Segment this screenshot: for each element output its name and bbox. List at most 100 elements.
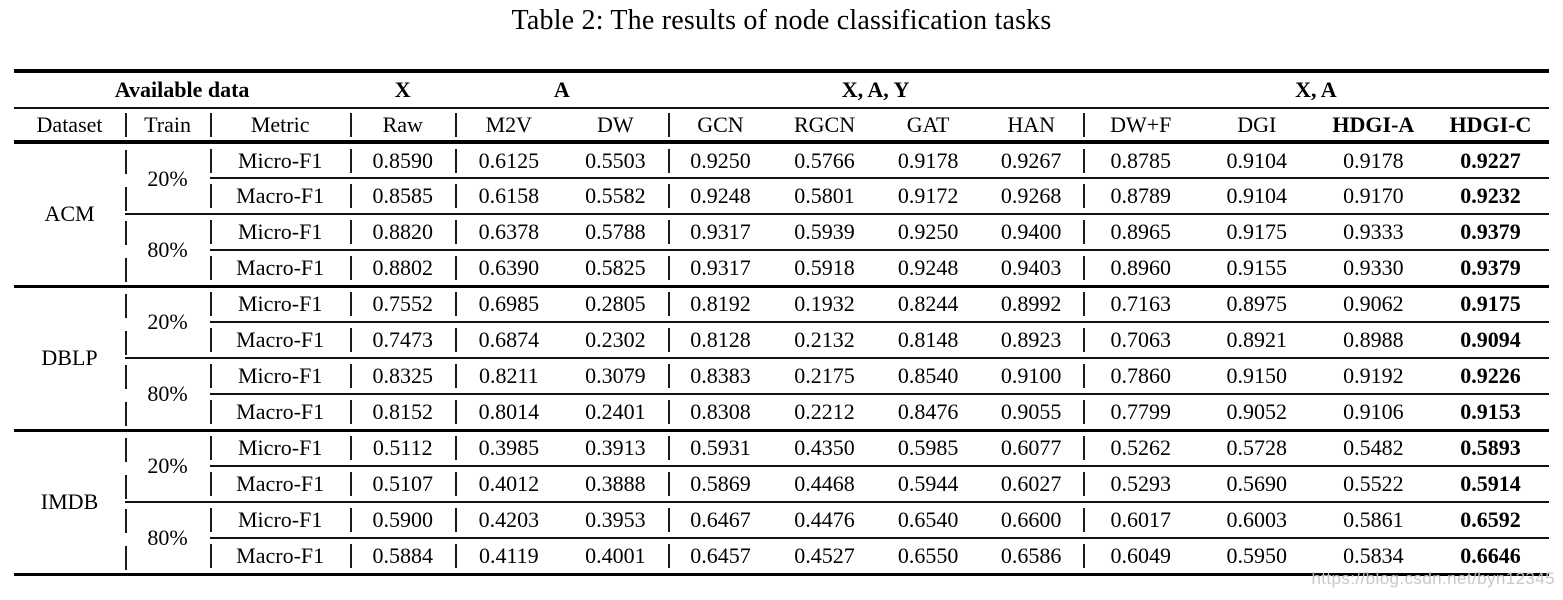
value-cell-gat: 0.9250	[876, 214, 980, 251]
value-cell-rgcn: 0.5918	[772, 250, 877, 288]
value-cell-dw-f: 0.5262	[1082, 430, 1199, 467]
value-cell-gcn: 0.9317	[668, 214, 773, 251]
value-cell-rgcn: 0.2212	[772, 394, 877, 432]
column-header-gat: GAT	[876, 108, 980, 144]
value-cell-dw: 0.3079	[562, 358, 669, 395]
value-cell-gcn: 0.5869	[668, 466, 773, 503]
value-cell-dgi: 0.9052	[1198, 394, 1315, 432]
table-body: ACM 20% Micro-F1 0.8590 0.6125 0.5503 0.9250 0.…	[14, 142, 1549, 576]
value-cell-gcn: 0.8308	[668, 394, 773, 432]
value-cell-han: 0.6586	[979, 538, 1083, 576]
group-header-a: A	[455, 71, 669, 109]
value-cell-dw: 0.2302	[562, 322, 669, 359]
value-cell-rgcn: 0.5766	[772, 142, 877, 179]
column-header-m2v: M2V	[455, 108, 563, 144]
value-cell-gat: 0.8244	[876, 286, 980, 323]
column-header-dgi: DGI	[1198, 108, 1315, 144]
dataset-name-cell: ACM	[14, 142, 126, 288]
value-cell-m2v: 0.4012	[455, 466, 563, 503]
table-row: DBLP 20% Micro-F1 0.7552 0.6985 0.2805 0.8192 0…	[14, 286, 1549, 432]
value-cell-gat: 0.8476	[876, 394, 980, 432]
metric-label-cell: Micro-F1	[210, 502, 351, 539]
value-cell-dw-f: 0.7860	[1082, 358, 1199, 395]
metric-label-cell: Micro-F1	[210, 286, 351, 323]
train-percent-cell: 20%	[125, 142, 211, 215]
value-cell-han: 0.9403	[979, 250, 1083, 288]
table-row: Macro-F1 0.7473 0.6874 0.2302 0.8128 0.2132 0.…	[14, 322, 1549, 359]
group-header-available-data: Available data	[14, 71, 351, 109]
column-header-gcn: GCN	[668, 108, 773, 144]
value-cell-dgi: 0.5690	[1198, 466, 1315, 503]
value-cell-raw: 0.8802	[350, 250, 456, 288]
value-cell-rgcn: 0.5801	[772, 178, 877, 215]
value-cell-hdgi-a: 0.9333	[1314, 214, 1432, 251]
train-percent-cell: 80%	[125, 214, 211, 288]
value-cell-dw-f: 0.7163	[1082, 286, 1199, 323]
value-cell-gcn: 0.8383	[668, 358, 773, 395]
group-header-xay: X, A, Y	[668, 71, 1083, 109]
value-cell-hdgi-c: 0.5914	[1431, 466, 1549, 503]
value-cell-gcn: 0.9317	[668, 250, 773, 288]
value-cell-han: 0.9267	[979, 142, 1083, 179]
value-cell-dw: 0.3888	[562, 466, 669, 503]
table-row: Macro-F1 0.5884 0.4119 0.4001 0.6457 0.4527 0.…	[14, 538, 1549, 576]
value-cell-hdgi-a: 0.9062	[1314, 286, 1432, 323]
value-cell-hdgi-a: 0.8988	[1314, 322, 1432, 359]
value-cell-hdgi-a: 0.9192	[1314, 358, 1432, 395]
metric-label-cell: Macro-F1	[210, 466, 351, 503]
value-cell-hdgi-c: 0.9232	[1431, 178, 1549, 215]
column-header-hdgi-a: HDGI-A	[1314, 108, 1432, 144]
value-cell-gat: 0.6540	[876, 502, 980, 539]
value-cell-hdgi-c: 0.6646	[1431, 538, 1549, 576]
value-cell-dw: 0.3953	[562, 502, 669, 539]
column-header-dataset: Dataset	[14, 108, 126, 144]
dataset-name-cell: IMDB	[14, 430, 126, 576]
value-cell-gcn: 0.6457	[668, 538, 773, 576]
value-cell-hdgi-c: 0.9227	[1431, 142, 1549, 179]
value-cell-dgi: 0.6003	[1198, 502, 1315, 539]
value-cell-han: 0.9055	[979, 394, 1083, 432]
value-cell-rgcn: 0.4468	[772, 466, 877, 503]
value-cell-m2v: 0.6874	[455, 322, 563, 359]
value-cell-dgi: 0.9104	[1198, 142, 1315, 179]
train-percent-cell: 80%	[125, 502, 211, 576]
value-cell-dw: 0.3913	[562, 430, 669, 467]
value-cell-dw-f: 0.8785	[1082, 142, 1199, 179]
metric-label-cell: Macro-F1	[210, 538, 351, 576]
value-cell-rgcn: 0.2132	[772, 322, 877, 359]
value-cell-hdgi-a: 0.9170	[1314, 178, 1432, 215]
value-cell-raw: 0.8325	[350, 358, 456, 395]
value-cell-dw-f: 0.6049	[1082, 538, 1199, 576]
group-header-xa: X, A	[1082, 71, 1549, 109]
value-cell-hdgi-c: 0.9379	[1431, 214, 1549, 251]
value-cell-hdgi-a: 0.5861	[1314, 502, 1432, 539]
value-cell-dw-f: 0.6017	[1082, 502, 1199, 539]
value-cell-dw: 0.5825	[562, 250, 669, 288]
metric-label-cell: Macro-F1	[210, 178, 351, 215]
value-cell-dw-f: 0.7063	[1082, 322, 1199, 359]
value-cell-rgcn: 0.2175	[772, 358, 877, 395]
value-cell-dw-f: 0.8965	[1082, 214, 1199, 251]
value-cell-hdgi-c: 0.9175	[1431, 286, 1549, 323]
value-cell-hdgi-c: 0.9094	[1431, 322, 1549, 359]
value-cell-gat: 0.5985	[876, 430, 980, 467]
value-cell-hdgi-a: 0.9106	[1314, 394, 1432, 432]
value-cell-hdgi-a: 0.5522	[1314, 466, 1432, 503]
value-cell-dw-f: 0.8789	[1082, 178, 1199, 215]
value-cell-dgi: 0.5728	[1198, 430, 1315, 467]
table-row: 80% Micro-F1 0.5900 0.4203 0.3953 0.6467 0.447…	[14, 502, 1549, 576]
value-cell-m2v: 0.8014	[455, 394, 563, 432]
column-header-train: Train	[125, 108, 211, 144]
table-row: IMDB 20% Micro-F1 0.5112 0.3985 0.3913 0.5931 0…	[14, 430, 1549, 576]
value-cell-han: 0.9400	[979, 214, 1083, 251]
table-row: Macro-F1 0.5107 0.4012 0.3888 0.5869 0.4468 0.…	[14, 466, 1549, 503]
value-cell-dw-f: 0.5293	[1082, 466, 1199, 503]
value-cell-gcn: 0.9248	[668, 178, 773, 215]
metric-label-cell: Macro-F1	[210, 322, 351, 359]
value-cell-m2v: 0.6390	[455, 250, 563, 288]
value-cell-raw: 0.8820	[350, 214, 456, 251]
column-header-row: Dataset Train Metric Raw M2V DW GCN RGCN…	[14, 108, 1549, 144]
value-cell-gcn: 0.5931	[668, 430, 773, 467]
value-cell-rgcn: 0.4350	[772, 430, 877, 467]
value-cell-gcn: 0.9250	[668, 142, 773, 179]
